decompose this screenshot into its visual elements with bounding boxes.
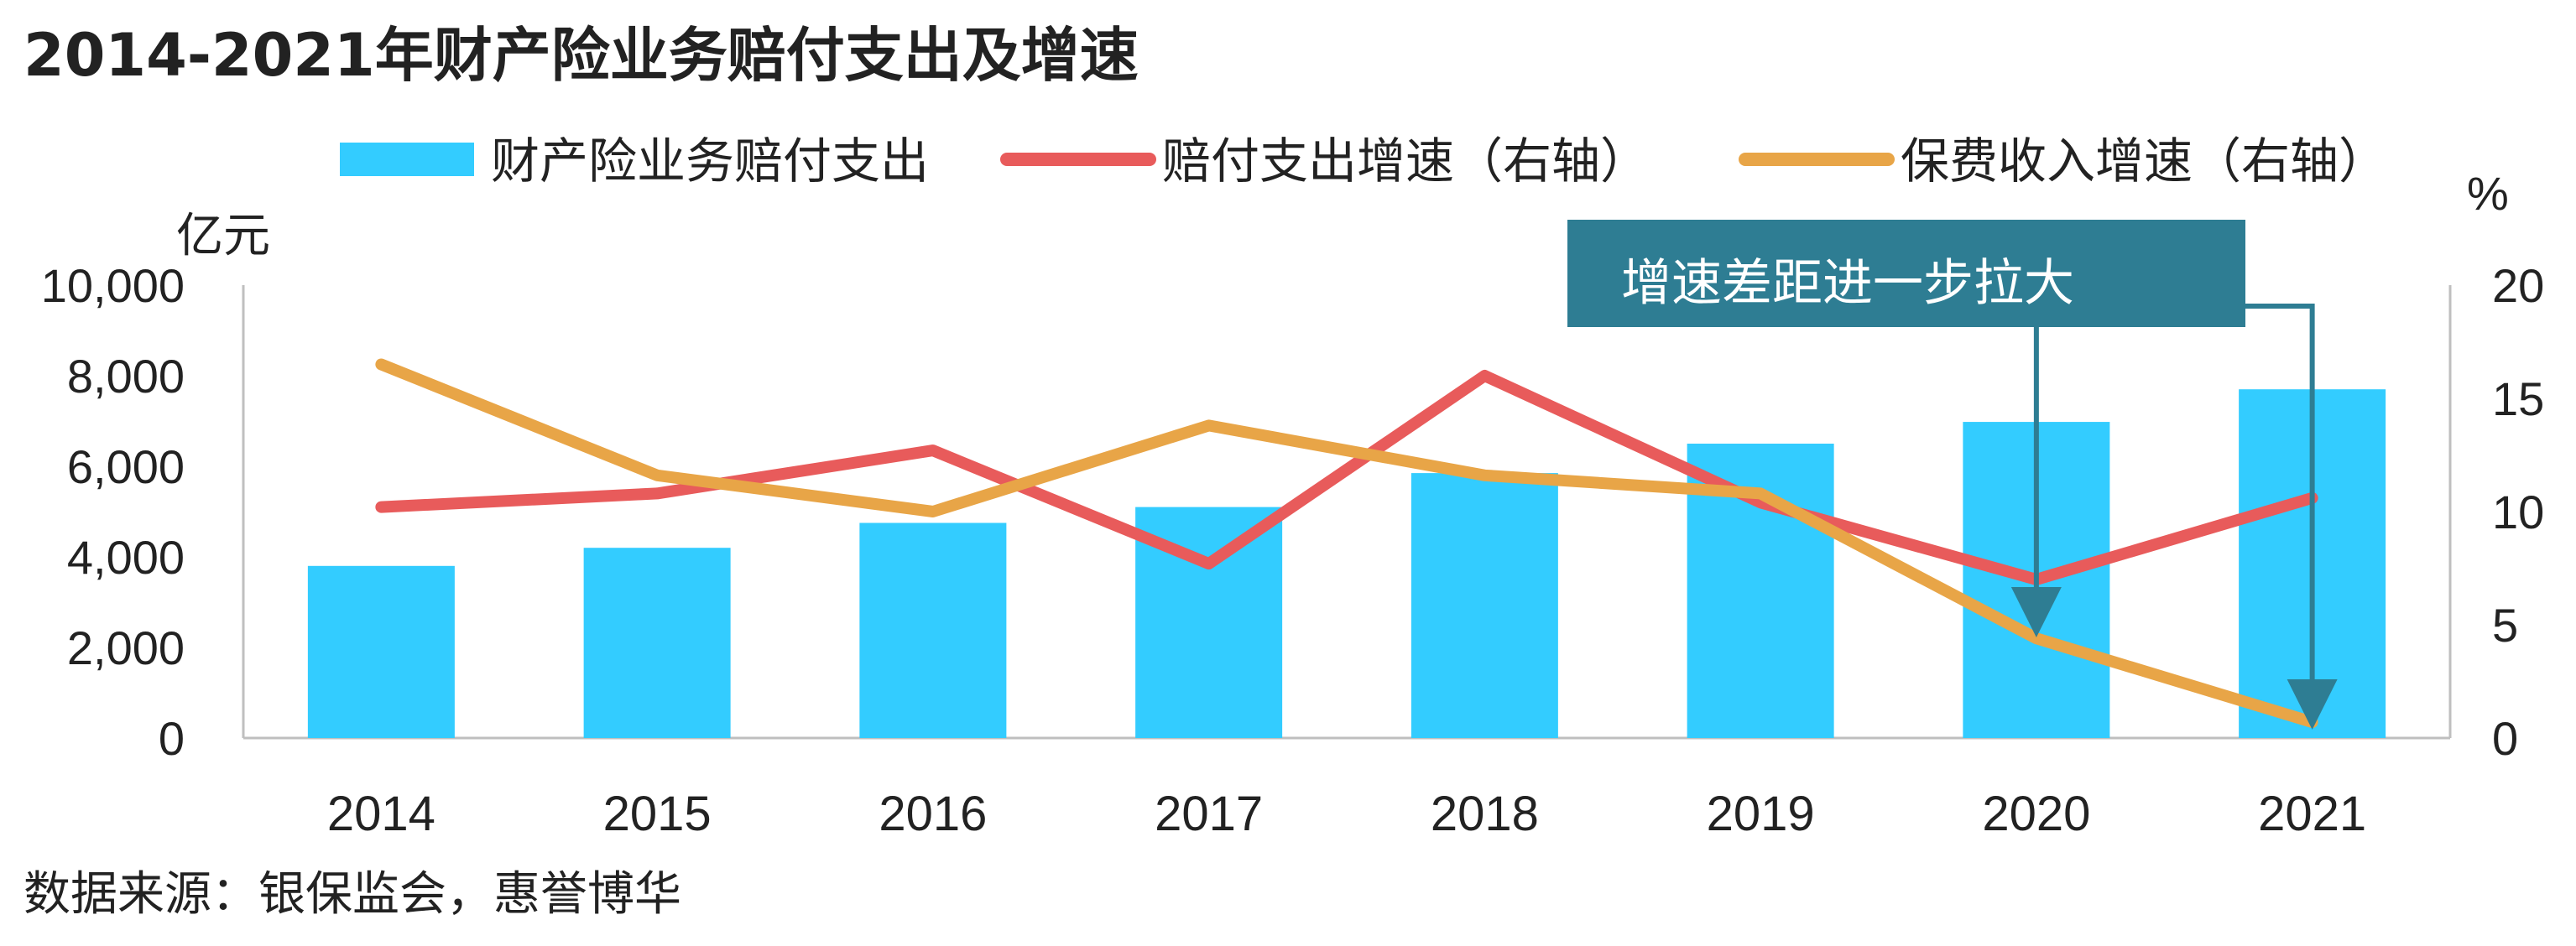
right-axis-unit: % [2467, 167, 2509, 220]
bar [1411, 473, 1558, 738]
right-tick-label: 5 [2492, 599, 2518, 652]
left-tick-label: 6,000 [67, 440, 185, 493]
premium-growth-line [375, 358, 2318, 729]
right-tick-label: 0 [2492, 712, 2518, 765]
legend: 财产险业务赔付支出 赔付支出增速（右轴） 保费收入增速（右轴） [340, 133, 2387, 190]
right-tick-label: 20 [2492, 259, 2544, 312]
left-axis: 0 2,000 4,000 6,000 8,000 10,000 [41, 259, 185, 765]
bar [307, 565, 455, 738]
x-axis: 2014 2015 2016 2017 2018 2019 2020 2021 [327, 787, 2366, 841]
annotation-text: 增速差距进一步拉大 [1621, 254, 2074, 313]
annotation-box [1567, 220, 2245, 327]
bar [583, 548, 731, 738]
right-tick-label: 10 [2492, 486, 2544, 538]
annotation-arrow-2021 [2245, 304, 2338, 730]
x-tick-label: 2017 [1155, 787, 1263, 841]
legend-label: 财产险业务赔付支出 [491, 133, 929, 190]
annotation: 增速差距进一步拉大 [1567, 220, 2338, 730]
x-tick-label: 2016 [879, 787, 987, 841]
line-series [375, 358, 2318, 729]
left-tick-label: 8,000 [67, 350, 185, 403]
left-tick-label: 2,000 [67, 621, 185, 674]
right-axis: 0 5 10 15 20 [2492, 259, 2544, 765]
x-tick-label: 2021 [2258, 787, 2366, 841]
chart-title: 2014-2021年财产险业务赔付支出及增速 [23, 21, 1139, 90]
right-tick-label: 15 [2492, 372, 2544, 425]
source-note: 数据来源：银保监会，惠誉博华 [23, 867, 681, 922]
left-axis-unit: 亿元 [176, 209, 270, 263]
left-tick-label: 4,000 [67, 531, 185, 584]
x-tick-label: 2014 [327, 787, 435, 841]
x-tick-label: 2019 [1707, 787, 1815, 841]
x-tick-label: 2020 [1982, 787, 2090, 841]
x-tick-label: 2018 [1431, 787, 1539, 841]
bar [859, 522, 1007, 738]
legend-label: 保费收入增速（右轴） [1901, 133, 2387, 190]
left-tick-label: 10,000 [41, 259, 185, 312]
x-tick-label: 2015 [603, 787, 712, 841]
legend-swatch-bar [340, 143, 474, 176]
legend-label: 赔付支出增速（右轴） [1162, 133, 1649, 190]
left-tick-label: 0 [159, 712, 185, 765]
